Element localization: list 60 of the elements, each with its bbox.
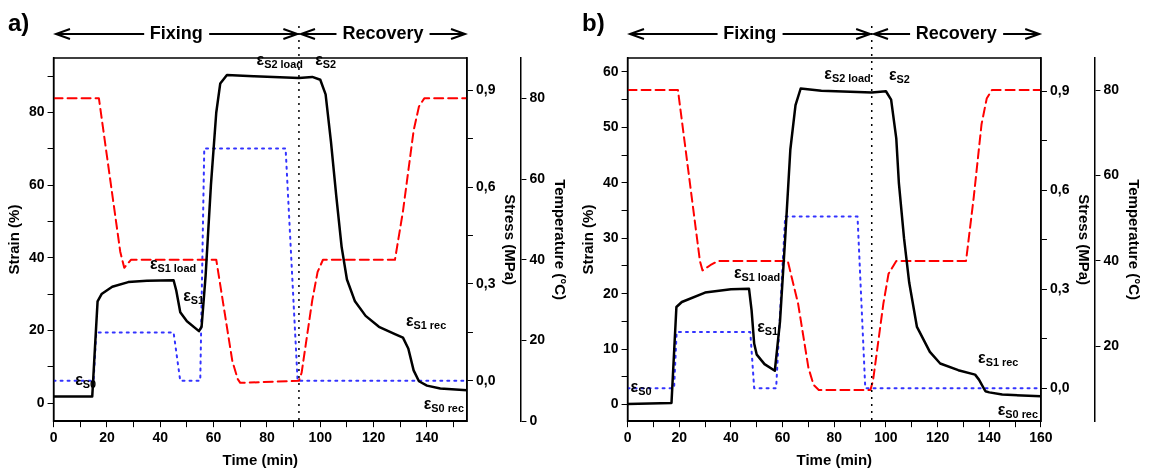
y3-tick-label: 20 — [1103, 337, 1120, 354]
x-tick-label: 80 — [826, 429, 843, 446]
x-tick-label: 0 — [623, 429, 632, 446]
y3-tick-label: 20 — [529, 331, 546, 348]
y3-axis-title: Temperature (°C) — [1125, 179, 1143, 300]
y2-tick-label: 0,9 — [475, 81, 496, 98]
x-axis-title: Time (min) — [222, 451, 299, 469]
y-tick-label: 0 — [36, 393, 45, 410]
y-tick-label: 30 — [602, 229, 619, 246]
x-tick-label: 60 — [205, 429, 222, 446]
y2-tick-label: 0,3 — [1049, 279, 1070, 296]
text: Recovery — [915, 22, 997, 43]
x-axis-title: Time (min) — [796, 451, 873, 469]
y-tick-label: 20 — [28, 321, 45, 338]
y2-tick-label: 0,6 — [1049, 180, 1070, 197]
x-tick-label: 0 — [49, 429, 58, 446]
y-axis-title: Strain (%) — [5, 204, 23, 275]
x-tick-label: 20 — [671, 429, 688, 446]
x-tick-label: 100 — [308, 429, 333, 446]
x-tick-label: 160 — [1029, 429, 1053, 446]
text: Recovery — [342, 22, 424, 43]
y-tick-label: 40 — [602, 173, 619, 190]
x-tick-label: 80 — [259, 429, 275, 446]
x-tick-label: 140 — [977, 429, 1002, 446]
y-tick-label: 0 — [610, 395, 619, 412]
y3-tick-label: 60 — [529, 169, 546, 186]
y3-tick-label: 40 — [1103, 251, 1120, 268]
text: Fixing — [149, 22, 203, 43]
x-tick-label: 100 — [874, 429, 898, 446]
chart-title: b) — [582, 8, 605, 36]
x-tick-label: 20 — [99, 429, 115, 446]
text: Fixing — [723, 22, 777, 43]
y2-tick-label: 0,0 — [1049, 379, 1070, 396]
y2-axis-title: Stress (MPa) — [1076, 194, 1094, 286]
y-tick-label: 50 — [602, 118, 619, 135]
y3-tick-label: 80 — [1103, 80, 1120, 97]
y-axis-title: Strain (%) — [579, 204, 597, 275]
y-tick-label: 40 — [28, 248, 45, 265]
y-tick-label: 80 — [28, 103, 45, 120]
y2-axis-title: Stress (MPa) — [502, 194, 520, 286]
x-tick-label: 120 — [925, 429, 950, 446]
y2-tick-label: 0,6 — [475, 178, 496, 194]
y2-tick-label: 0,3 — [475, 274, 496, 291]
y3-tick-label: 80 — [529, 89, 546, 106]
y2-tick-label: 0,9 — [1049, 81, 1070, 98]
y-tick-label: 10 — [602, 339, 619, 356]
x-tick-label: 120 — [361, 429, 386, 446]
x-tick-label: 60 — [774, 429, 791, 446]
y-tick-label: 60 — [602, 62, 619, 79]
y-tick-label: 20 — [602, 284, 619, 301]
chart-title: a) — [8, 8, 30, 36]
x-tick-label: 140 — [415, 429, 439, 446]
x-tick-label: 40 — [152, 429, 169, 446]
y3-tick-label: 60 — [1103, 166, 1120, 183]
y-tick-label: 60 — [28, 175, 45, 192]
y3-tick-label: 40 — [529, 250, 546, 267]
y3-tick-label: 0 — [529, 412, 538, 429]
y3-axis-title: Temperature (°C) — [551, 179, 569, 300]
y2-tick-label: 0,0 — [475, 371, 496, 388]
x-tick-label: 40 — [723, 429, 739, 446]
